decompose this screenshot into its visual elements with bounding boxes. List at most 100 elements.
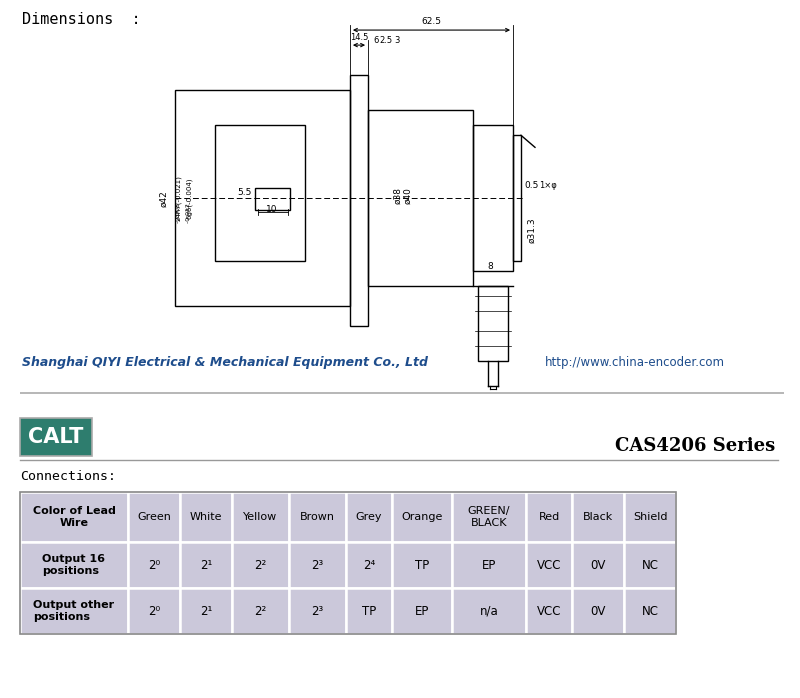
Text: TP: TP bbox=[362, 604, 376, 618]
Bar bbox=[526, 492, 572, 542]
Text: Output other
positions: Output other positions bbox=[34, 600, 114, 622]
Bar bbox=[526, 542, 572, 588]
Bar bbox=[392, 542, 452, 588]
Text: 62.5: 62.5 bbox=[421, 17, 441, 26]
Text: Output 16
positions: Output 16 positions bbox=[42, 554, 106, 576]
Text: VCC: VCC bbox=[537, 558, 562, 572]
Text: NC: NC bbox=[642, 604, 658, 618]
Text: http://www.china-encoder.com: http://www.china-encoder.com bbox=[545, 356, 725, 369]
Text: 24h7(-0.021): 24h7(-0.021) bbox=[174, 175, 182, 221]
Text: 0V: 0V bbox=[590, 604, 606, 618]
Text: Green: Green bbox=[137, 512, 171, 522]
Text: 3: 3 bbox=[394, 36, 400, 45]
Bar bbox=[526, 588, 572, 634]
Bar bbox=[452, 588, 526, 634]
Text: Dimensions  :: Dimensions : bbox=[22, 12, 141, 27]
Bar bbox=[232, 542, 289, 588]
Bar bbox=[128, 492, 180, 542]
Bar bbox=[624, 588, 676, 634]
Text: 2¹: 2¹ bbox=[200, 604, 212, 618]
Text: 6: 6 bbox=[374, 36, 378, 45]
Text: 2³: 2³ bbox=[311, 604, 324, 618]
Bar bbox=[255, 188, 290, 211]
Text: Red: Red bbox=[538, 512, 560, 522]
Text: Shield: Shield bbox=[633, 512, 667, 522]
Text: EP: EP bbox=[482, 558, 496, 572]
Text: Orange: Orange bbox=[402, 512, 442, 522]
Text: 0V: 0V bbox=[590, 558, 606, 572]
Text: 0.5: 0.5 bbox=[524, 181, 538, 190]
Text: 2⁰: 2⁰ bbox=[148, 604, 160, 618]
Text: Shanghai QIYI Electrical & Mechanical Equipment Co., Ltd: Shanghai QIYI Electrical & Mechanical Eq… bbox=[22, 356, 428, 369]
Text: Connections:: Connections: bbox=[20, 470, 116, 483]
Text: ø31.3: ø31.3 bbox=[527, 218, 536, 244]
Text: CALT: CALT bbox=[28, 427, 84, 447]
Text: 2²: 2² bbox=[254, 558, 266, 572]
Text: Grey: Grey bbox=[356, 512, 382, 522]
Bar bbox=[289, 588, 346, 634]
Bar bbox=[624, 492, 676, 542]
Text: TP: TP bbox=[415, 558, 429, 572]
Bar bbox=[346, 542, 392, 588]
Text: 1×φ: 1×φ bbox=[539, 181, 557, 190]
Bar bbox=[392, 588, 452, 634]
Bar bbox=[452, 542, 526, 588]
Bar bbox=[289, 542, 346, 588]
Bar bbox=[572, 492, 624, 542]
Bar bbox=[452, 492, 526, 542]
Bar bbox=[128, 588, 180, 634]
Bar bbox=[350, 75, 368, 326]
Bar bbox=[473, 125, 513, 271]
Bar bbox=[20, 418, 92, 456]
Bar bbox=[20, 588, 128, 634]
Bar bbox=[20, 542, 128, 588]
Bar bbox=[180, 542, 232, 588]
Text: Color of Lead
Wire: Color of Lead Wire bbox=[33, 506, 115, 528]
Bar bbox=[232, 492, 289, 542]
Bar bbox=[180, 492, 232, 542]
Text: -0.012: -0.012 bbox=[186, 204, 191, 228]
Text: 10: 10 bbox=[266, 205, 278, 214]
Bar bbox=[513, 135, 521, 260]
Text: ø40: ø40 bbox=[403, 187, 412, 204]
Text: Brown: Brown bbox=[300, 512, 335, 522]
Text: Yellow: Yellow bbox=[243, 512, 278, 522]
Text: 2³: 2³ bbox=[311, 558, 324, 572]
Text: NC: NC bbox=[642, 558, 658, 572]
Bar bbox=[392, 492, 452, 542]
Bar bbox=[20, 492, 676, 634]
Bar bbox=[478, 285, 508, 361]
Text: Black: Black bbox=[583, 512, 613, 522]
Text: 6g6(-0.004): 6g6(-0.004) bbox=[186, 178, 192, 219]
Text: 2.5: 2.5 bbox=[379, 36, 393, 45]
Bar bbox=[20, 492, 128, 542]
Text: GREEN/
BLACK: GREEN/ BLACK bbox=[468, 506, 510, 528]
Text: ø38: ø38 bbox=[393, 187, 402, 204]
Text: 2²: 2² bbox=[254, 604, 266, 618]
Text: 2⁴: 2⁴ bbox=[363, 558, 375, 572]
Text: 2¹: 2¹ bbox=[200, 558, 212, 572]
Text: n/a: n/a bbox=[480, 604, 498, 618]
Text: 14.5: 14.5 bbox=[350, 33, 368, 42]
Text: 5.5: 5.5 bbox=[237, 188, 251, 198]
Bar bbox=[624, 542, 676, 588]
Bar bbox=[368, 110, 473, 285]
Text: CAS4206 Series: CAS4206 Series bbox=[614, 438, 775, 455]
Bar bbox=[128, 542, 180, 588]
Text: ø42: ø42 bbox=[159, 190, 169, 207]
Bar bbox=[572, 588, 624, 634]
Text: 8: 8 bbox=[487, 262, 493, 271]
Text: EP: EP bbox=[415, 604, 429, 618]
Bar bbox=[346, 588, 392, 634]
Bar bbox=[346, 492, 392, 542]
Text: VCC: VCC bbox=[537, 604, 562, 618]
Text: -0.008: -0.008 bbox=[175, 204, 181, 228]
Bar bbox=[175, 90, 350, 306]
Bar bbox=[180, 588, 232, 634]
Bar bbox=[572, 542, 624, 588]
Bar bbox=[215, 125, 305, 260]
Text: White: White bbox=[190, 512, 222, 522]
Bar bbox=[289, 492, 346, 542]
Text: 2⁰: 2⁰ bbox=[148, 558, 160, 572]
Bar bbox=[232, 588, 289, 634]
